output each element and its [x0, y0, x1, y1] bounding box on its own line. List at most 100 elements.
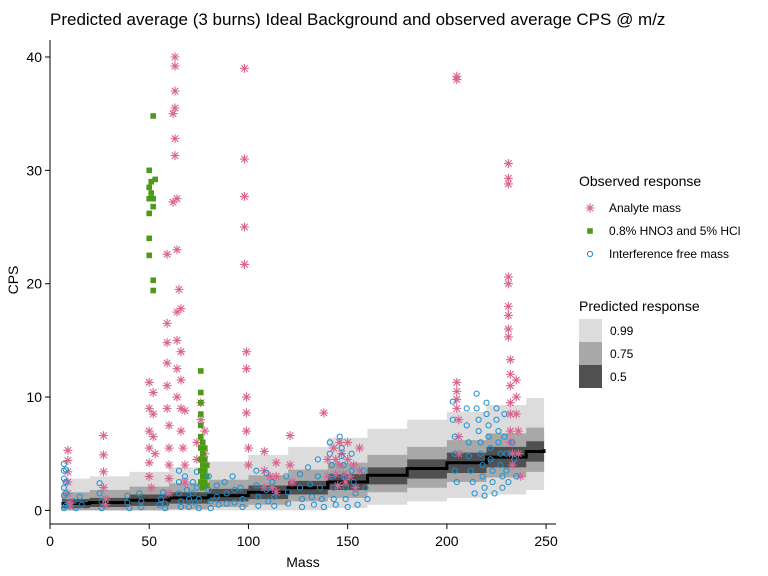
data-point	[338, 444, 345, 452]
data-point	[144, 443, 154, 453]
data-point	[267, 483, 277, 493]
data-point	[144, 458, 154, 468]
data-point	[78, 501, 85, 508]
data-point	[136, 490, 143, 497]
data-point	[343, 437, 353, 447]
data-point	[269, 478, 276, 486]
data-point	[180, 406, 190, 416]
data-point	[98, 505, 105, 512]
data-point	[180, 477, 190, 487]
data-point	[477, 439, 484, 446]
data-point	[489, 467, 496, 474]
data-point	[255, 493, 262, 500]
data-point	[314, 456, 321, 463]
data-point	[319, 408, 329, 418]
data-point	[172, 335, 182, 345]
data-point	[181, 473, 189, 480]
data-point	[454, 432, 464, 442]
x-tick-label: 0	[46, 533, 54, 549]
data-point	[342, 495, 349, 503]
legend-key-band	[579, 319, 602, 342]
data-point	[62, 478, 69, 486]
data-point	[336, 433, 343, 440]
data-point	[501, 433, 508, 440]
data-point	[479, 461, 486, 469]
data-point	[503, 279, 513, 289]
data-point	[162, 403, 172, 413]
data-point	[150, 277, 156, 284]
data-point	[479, 473, 486, 480]
data-point	[354, 501, 361, 508]
data-point	[513, 449, 523, 459]
data-point	[463, 422, 470, 429]
data-point	[323, 471, 333, 481]
data-point	[185, 503, 193, 511]
data-point	[76, 493, 83, 500]
data-point	[148, 190, 154, 196]
data-point	[452, 75, 462, 85]
data-point	[452, 403, 462, 413]
data-point	[513, 426, 523, 436]
legend-key-band	[579, 365, 602, 388]
data-point	[503, 332, 513, 342]
data-point	[144, 471, 154, 481]
data-point	[199, 439, 206, 446]
data-point	[198, 389, 204, 396]
data-point	[330, 484, 337, 491]
data-point	[213, 493, 220, 500]
data-point	[148, 388, 158, 398]
data-point	[63, 456, 73, 466]
data-point	[515, 471, 525, 481]
data-point	[271, 487, 281, 497]
data-point	[298, 495, 306, 503]
data-point	[239, 63, 249, 73]
data-point	[150, 113, 156, 119]
data-point	[180, 460, 190, 470]
data-point	[168, 109, 178, 119]
data-point	[296, 471, 304, 478]
data-point	[162, 249, 172, 259]
data-point	[239, 495, 246, 503]
y-ticks: 0 10 20 30 40	[26, 49, 50, 518]
data-point	[237, 484, 244, 491]
data-point	[99, 483, 109, 493]
data-point	[191, 499, 198, 506]
data-point	[176, 403, 186, 413]
y-tick-label: 40	[26, 49, 42, 65]
data-point	[170, 134, 180, 144]
data-point	[146, 210, 153, 217]
data-point	[285, 500, 292, 507]
data-point	[148, 178, 154, 185]
data-point	[62, 502, 69, 509]
data-point	[499, 484, 506, 491]
data-point	[239, 503, 246, 511]
data-point	[160, 489, 167, 496]
data-point	[341, 477, 351, 487]
data-point	[198, 399, 204, 406]
data-point	[170, 151, 180, 161]
legend-observed-label: Interference free mass	[609, 247, 729, 261]
data-point	[223, 490, 230, 497]
data-point	[146, 167, 153, 174]
data-point	[144, 403, 154, 413]
data-point	[463, 405, 470, 412]
data-point	[200, 426, 210, 436]
data-point	[326, 450, 333, 457]
data-point	[63, 477, 73, 487]
data-point	[449, 416, 456, 423]
data-point	[495, 439, 502, 446]
data-point	[487, 456, 494, 463]
data-point	[483, 399, 490, 406]
data-point	[253, 482, 260, 489]
data-point	[335, 460, 345, 470]
data-point	[501, 410, 508, 418]
data-point	[199, 473, 206, 480]
data-point	[70, 498, 77, 505]
data-point	[259, 446, 269, 456]
data-point	[164, 443, 174, 453]
data-point	[60, 460, 67, 468]
data-point	[331, 454, 341, 464]
data-point	[99, 431, 109, 441]
data-point	[203, 462, 210, 468]
data-point	[192, 454, 202, 464]
